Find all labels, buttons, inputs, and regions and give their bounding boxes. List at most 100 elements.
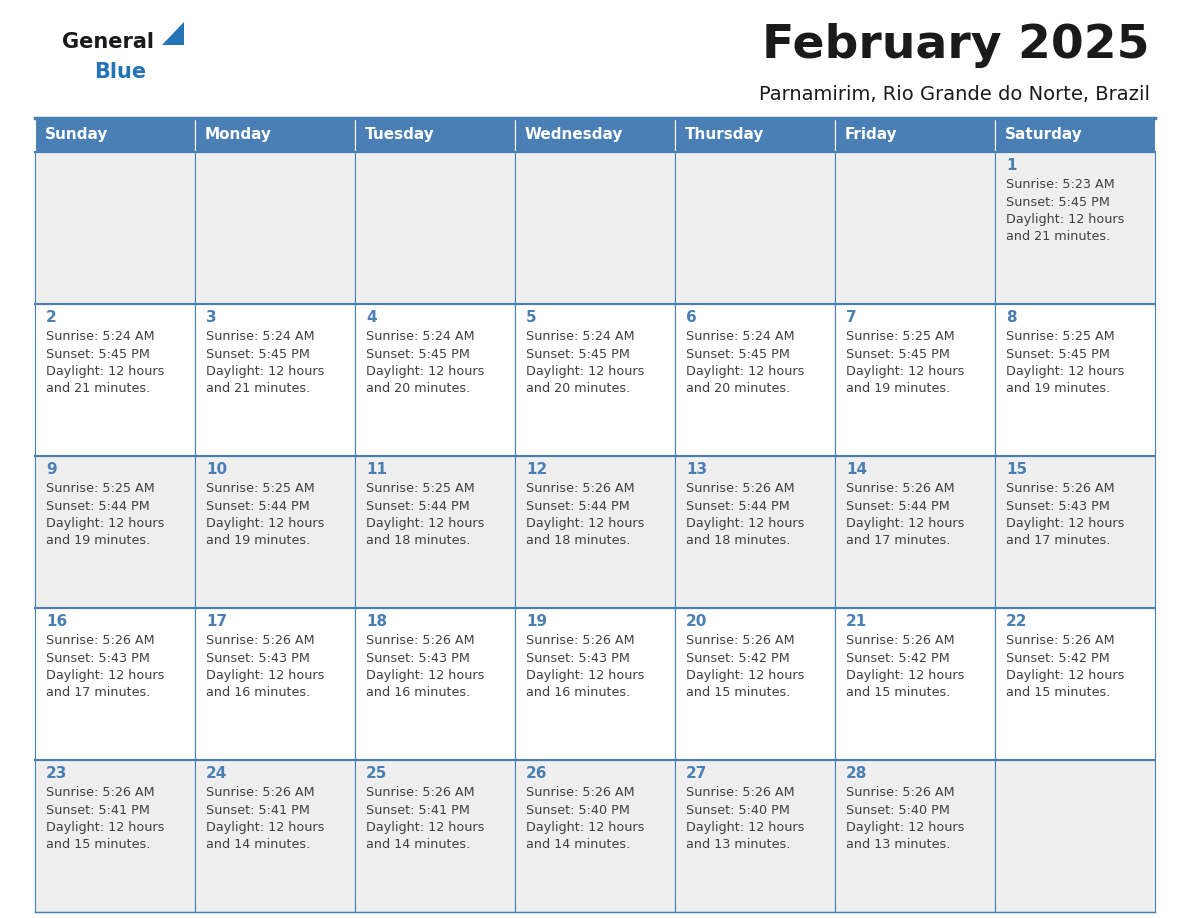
- Text: 13: 13: [687, 462, 707, 477]
- Bar: [355, 456, 516, 608]
- Text: Sunset: 5:45 PM: Sunset: 5:45 PM: [526, 348, 630, 361]
- Bar: [996, 760, 1155, 912]
- Text: Sunrise: 5:26 AM: Sunrise: 5:26 AM: [687, 786, 795, 799]
- Text: Daylight: 12 hours: Daylight: 12 hours: [46, 365, 165, 378]
- Text: Sunrise: 5:25 AM: Sunrise: 5:25 AM: [366, 482, 475, 495]
- Text: and 18 minutes.: and 18 minutes.: [366, 534, 470, 547]
- Bar: [355, 608, 516, 760]
- Bar: [516, 456, 675, 608]
- Text: Daylight: 12 hours: Daylight: 12 hours: [526, 821, 645, 834]
- Text: Sunset: 5:40 PM: Sunset: 5:40 PM: [526, 803, 630, 816]
- Text: Sunset: 5:42 PM: Sunset: 5:42 PM: [687, 652, 790, 665]
- Text: Daylight: 12 hours: Daylight: 12 hours: [207, 669, 324, 682]
- Bar: [675, 608, 835, 760]
- Bar: [675, 456, 835, 608]
- Text: Daylight: 12 hours: Daylight: 12 hours: [846, 669, 965, 682]
- Text: 1: 1: [1006, 158, 1017, 173]
- Text: Sunset: 5:45 PM: Sunset: 5:45 PM: [846, 348, 950, 361]
- Text: Sunrise: 5:26 AM: Sunrise: 5:26 AM: [366, 786, 475, 799]
- Text: Sunset: 5:45 PM: Sunset: 5:45 PM: [46, 348, 150, 361]
- Bar: [34, 608, 195, 760]
- Bar: [34, 118, 195, 152]
- Text: 17: 17: [207, 614, 227, 629]
- Text: and 14 minutes.: and 14 minutes.: [207, 838, 310, 852]
- Text: 11: 11: [366, 462, 387, 477]
- Bar: [355, 304, 516, 456]
- Text: and 19 minutes.: and 19 minutes.: [207, 534, 310, 547]
- Bar: [355, 118, 516, 152]
- Text: Sunrise: 5:26 AM: Sunrise: 5:26 AM: [687, 482, 795, 495]
- Text: 2: 2: [46, 310, 57, 325]
- Text: Daylight: 12 hours: Daylight: 12 hours: [46, 517, 165, 530]
- Text: 14: 14: [846, 462, 867, 477]
- Bar: [516, 760, 675, 912]
- Bar: [675, 304, 835, 456]
- Text: 16: 16: [46, 614, 68, 629]
- Bar: [195, 304, 355, 456]
- Text: 23: 23: [46, 766, 68, 781]
- Text: 25: 25: [366, 766, 387, 781]
- Text: Sunrise: 5:24 AM: Sunrise: 5:24 AM: [46, 330, 154, 343]
- Text: 3: 3: [207, 310, 217, 325]
- Text: Parnamirim, Rio Grande do Norte, Brazil: Parnamirim, Rio Grande do Norte, Brazil: [759, 85, 1150, 104]
- Text: Monday: Monday: [204, 128, 272, 142]
- Text: 10: 10: [207, 462, 227, 477]
- Bar: [835, 760, 996, 912]
- Bar: [34, 760, 195, 912]
- Text: Sunset: 5:45 PM: Sunset: 5:45 PM: [687, 348, 790, 361]
- Text: Daylight: 12 hours: Daylight: 12 hours: [846, 365, 965, 378]
- Text: and 19 minutes.: and 19 minutes.: [846, 383, 950, 396]
- Text: Sunrise: 5:24 AM: Sunrise: 5:24 AM: [526, 330, 634, 343]
- Text: 28: 28: [846, 766, 867, 781]
- Text: Sunrise: 5:26 AM: Sunrise: 5:26 AM: [526, 482, 634, 495]
- Text: 5: 5: [526, 310, 537, 325]
- Text: General: General: [62, 32, 154, 52]
- Text: Sunset: 5:44 PM: Sunset: 5:44 PM: [526, 499, 630, 512]
- Bar: [835, 304, 996, 456]
- Text: 27: 27: [687, 766, 708, 781]
- Text: Sunrise: 5:26 AM: Sunrise: 5:26 AM: [1006, 482, 1114, 495]
- Text: Thursday: Thursday: [684, 128, 764, 142]
- Text: Daylight: 12 hours: Daylight: 12 hours: [687, 669, 804, 682]
- Text: Sunset: 5:41 PM: Sunset: 5:41 PM: [46, 803, 150, 816]
- Text: 6: 6: [687, 310, 697, 325]
- Text: Sunrise: 5:26 AM: Sunrise: 5:26 AM: [366, 634, 475, 647]
- Text: Wednesday: Wednesday: [525, 128, 623, 142]
- Text: 9: 9: [46, 462, 57, 477]
- Bar: [195, 760, 355, 912]
- Text: Sunrise: 5:26 AM: Sunrise: 5:26 AM: [207, 786, 315, 799]
- Text: and 17 minutes.: and 17 minutes.: [1006, 534, 1111, 547]
- Bar: [516, 118, 675, 152]
- Text: Sunset: 5:45 PM: Sunset: 5:45 PM: [366, 348, 470, 361]
- Text: Sunrise: 5:25 AM: Sunrise: 5:25 AM: [207, 482, 315, 495]
- Text: and 17 minutes.: and 17 minutes.: [846, 534, 950, 547]
- Polygon shape: [162, 22, 184, 45]
- Text: Daylight: 12 hours: Daylight: 12 hours: [207, 821, 324, 834]
- Text: Sunrise: 5:26 AM: Sunrise: 5:26 AM: [1006, 634, 1114, 647]
- Text: and 19 minutes.: and 19 minutes.: [1006, 383, 1111, 396]
- Text: Sunset: 5:43 PM: Sunset: 5:43 PM: [366, 652, 470, 665]
- Text: 22: 22: [1006, 614, 1028, 629]
- Text: Sunrise: 5:26 AM: Sunrise: 5:26 AM: [846, 482, 955, 495]
- Text: Sunset: 5:44 PM: Sunset: 5:44 PM: [207, 499, 310, 512]
- Text: Sunset: 5:45 PM: Sunset: 5:45 PM: [1006, 196, 1110, 208]
- Text: 18: 18: [366, 614, 387, 629]
- Text: Daylight: 12 hours: Daylight: 12 hours: [207, 517, 324, 530]
- Bar: [996, 118, 1155, 152]
- Text: Friday: Friday: [845, 128, 897, 142]
- Text: Sunset: 5:40 PM: Sunset: 5:40 PM: [687, 803, 790, 816]
- Text: Sunrise: 5:26 AM: Sunrise: 5:26 AM: [526, 786, 634, 799]
- Text: 12: 12: [526, 462, 548, 477]
- Text: Tuesday: Tuesday: [365, 128, 435, 142]
- Bar: [835, 456, 996, 608]
- Text: Sunrise: 5:26 AM: Sunrise: 5:26 AM: [846, 634, 955, 647]
- Text: and 15 minutes.: and 15 minutes.: [687, 687, 790, 700]
- Text: Sunrise: 5:25 AM: Sunrise: 5:25 AM: [846, 330, 955, 343]
- Bar: [835, 608, 996, 760]
- Text: Daylight: 12 hours: Daylight: 12 hours: [687, 517, 804, 530]
- Text: Daylight: 12 hours: Daylight: 12 hours: [366, 669, 485, 682]
- Text: and 16 minutes.: and 16 minutes.: [526, 687, 631, 700]
- Text: Daylight: 12 hours: Daylight: 12 hours: [46, 821, 165, 834]
- Text: Daylight: 12 hours: Daylight: 12 hours: [366, 365, 485, 378]
- Bar: [355, 152, 516, 304]
